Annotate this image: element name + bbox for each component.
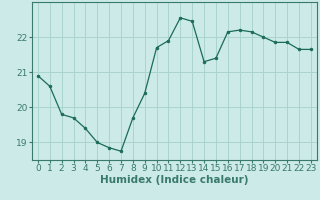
X-axis label: Humidex (Indice chaleur): Humidex (Indice chaleur): [100, 175, 249, 185]
